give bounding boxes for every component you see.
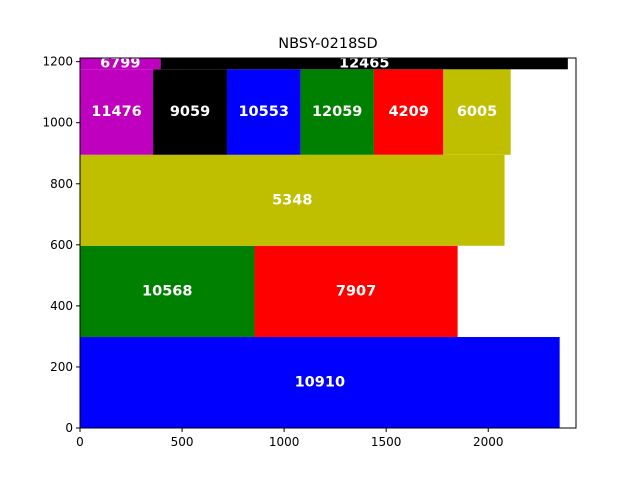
chart-title: NBSY-0218SD (278, 36, 377, 52)
axes-group: 0 500 1000 1500 2000 0 200 400 600 800 1000 1200 (42, 55, 577, 449)
bar-label-4209: 4209 (388, 104, 428, 120)
bar-label-7907: 7907 (336, 283, 376, 299)
bar-10553 (226, 69, 301, 155)
bar-7907 (254, 245, 458, 338)
bar-9059 (153, 69, 227, 155)
bar-label-6005: 6005 (457, 104, 497, 120)
bar-label-6799: 6799 (100, 56, 140, 72)
x-tick-label-2000: 2000 (473, 435, 504, 449)
bar-label-12465: 12465 (339, 56, 389, 72)
y-tick-label-0: 0 (65, 421, 73, 435)
bar-label-10553: 10553 (238, 104, 288, 120)
x-tick-label-500: 500 (171, 435, 194, 449)
bar-11476 (80, 69, 154, 155)
y-tick-label-1000: 1000 (42, 116, 73, 130)
bar-6799 (80, 58, 161, 70)
bar-10568 (80, 245, 255, 338)
bar-label-12059: 12059 (312, 104, 362, 120)
bar-label-9059: 9059 (170, 104, 210, 120)
bar-label-10568: 10568 (142, 283, 192, 299)
y-tick-label-600: 600 (50, 238, 73, 252)
x-tick-label-1000: 1000 (269, 435, 300, 449)
bar-12465 (160, 58, 568, 70)
bar-label-10910: 10910 (295, 375, 345, 391)
y-tick-label-800: 800 (50, 177, 73, 191)
y-tick-label-200: 200 (50, 360, 73, 374)
bar-label-5348: 5348 (272, 192, 312, 208)
bar-5348 (80, 154, 505, 246)
y-tick-label-1200: 1200 (42, 55, 73, 69)
bar-10910 (80, 337, 560, 428)
bar-labels-group: 10910 10568 7907 5348 11476 9059 10553 12059 420… (91, 56, 497, 391)
bar-12059 (300, 69, 374, 155)
y-tick-label-400: 400 (50, 299, 73, 313)
plot-frame (79, 57, 577, 429)
bars-group (80, 58, 568, 428)
x-tick-label-1500: 1500 (371, 435, 402, 449)
bar-label-11476: 11476 (91, 104, 141, 120)
bar-6005 (443, 69, 511, 155)
bar-4209 (373, 69, 444, 155)
x-tick-label-0: 0 (76, 435, 84, 449)
